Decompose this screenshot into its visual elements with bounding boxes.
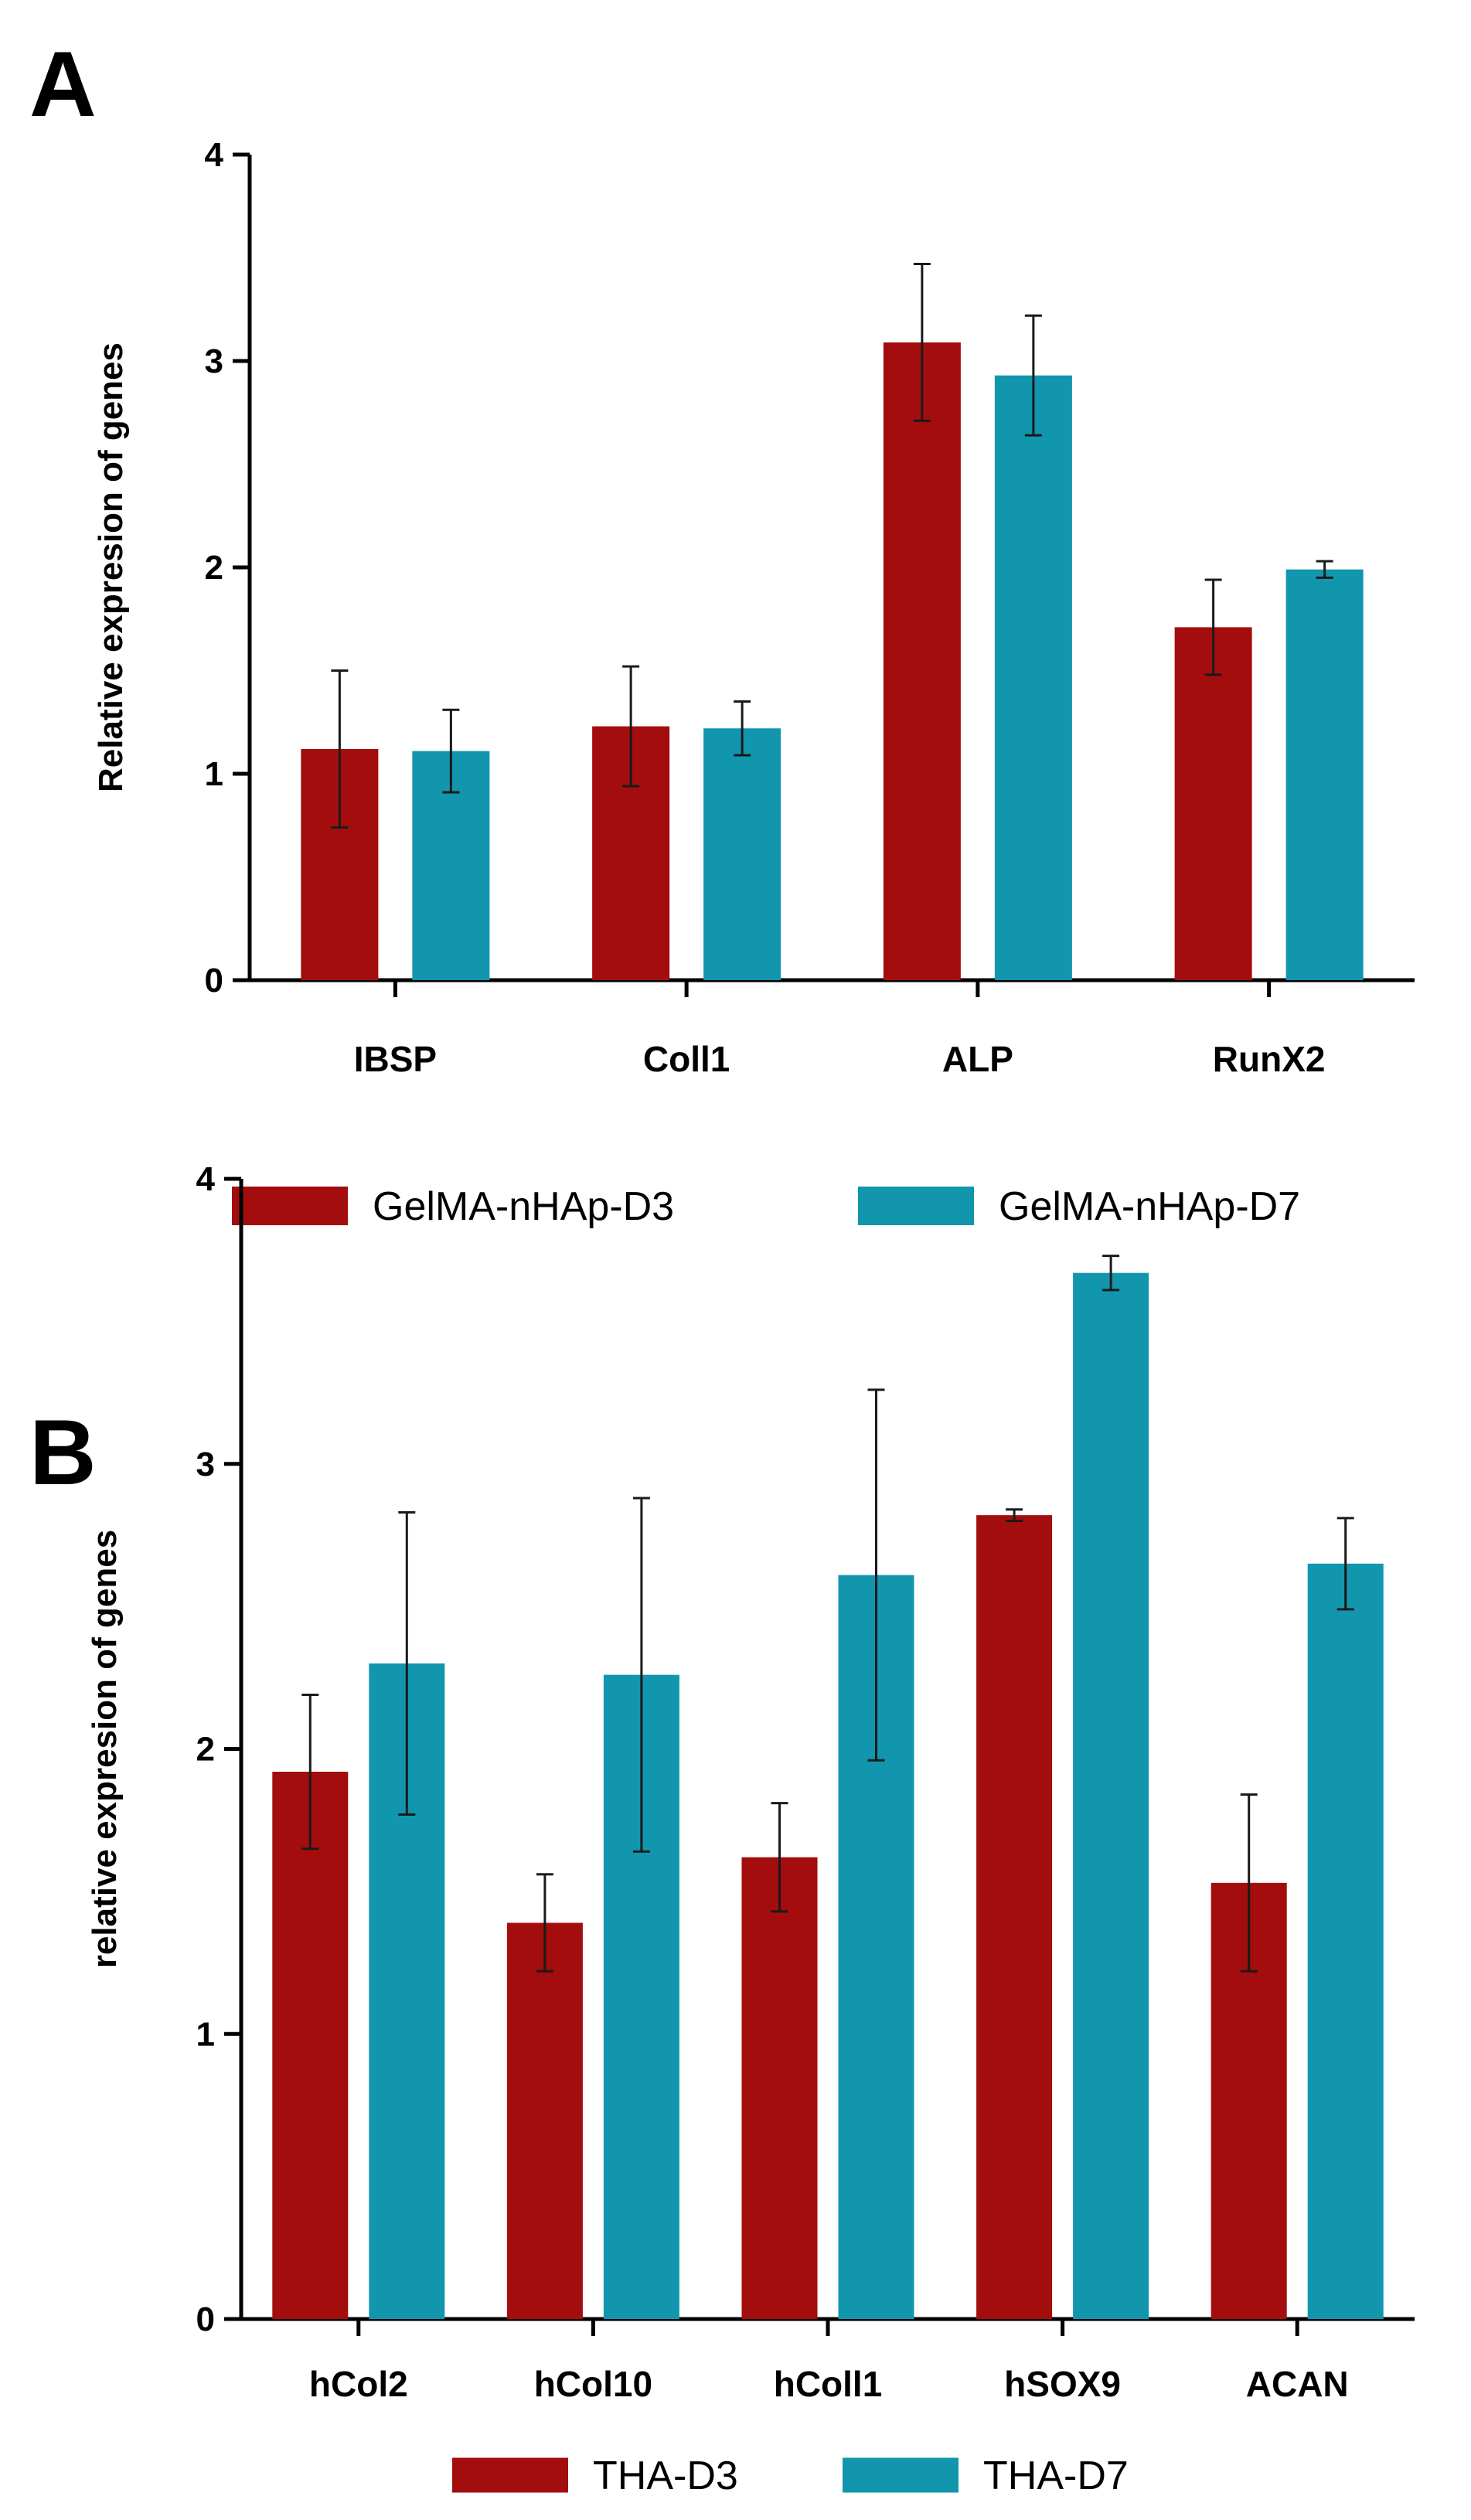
- bar-tha-d3: [741, 1857, 818, 2319]
- panel-b: B 0 1 2 3 4 relative expresion of genes hCol2 h…: [29, 1160, 1415, 2498]
- bar-gelma-nhap-d7: [994, 375, 1072, 980]
- x-category-label: hSOX9: [1004, 2364, 1121, 2404]
- y-tick-label: 3: [205, 342, 223, 380]
- bar-tha-d3: [272, 1772, 349, 2319]
- y-tick-label: 2: [205, 549, 223, 587]
- x-category-label: hCol2: [309, 2364, 408, 2404]
- bar-gelma-nhap-d7: [703, 728, 781, 980]
- bar-tha-d7: [1073, 1272, 1149, 2319]
- bar-tha-d3: [506, 1922, 583, 2319]
- legend-swatch: [232, 1187, 348, 1225]
- x-category-label: hCol10: [534, 2364, 652, 2404]
- x-category-label: RunX2: [1213, 1039, 1326, 1079]
- bar-tha-d7: [1307, 1563, 1384, 2319]
- x-category-label: hColl1: [774, 2364, 883, 2404]
- y-tick-label: 4: [196, 1160, 216, 1198]
- bar-gelma-nhap-d3: [1174, 627, 1252, 980]
- y-tick-label: 1: [205, 755, 223, 793]
- x-category-label: IBSP: [354, 1039, 437, 1079]
- x-category-label: Coll1: [643, 1039, 730, 1079]
- x-category-label: ACAN: [1246, 2364, 1349, 2404]
- chart-b: 0 1 2 3 4 relative expresion of genes hCol2 hCo…: [86, 1160, 1415, 2498]
- y-tick-label: 1: [196, 2015, 215, 2053]
- y-tick-label: 2: [196, 1731, 215, 1769]
- y-tick-label: 0: [205, 962, 223, 999]
- legend-label: THA-D7: [983, 2454, 1129, 2498]
- legend-label: THA-D3: [593, 2454, 738, 2498]
- panel-a: A 0 1 2 3 4 Relative expresion of genes IBSP Co…: [29, 32, 1415, 1229]
- panel-a-letter: A: [29, 32, 97, 136]
- bar-gelma-nhap-d7: [1285, 569, 1364, 980]
- legend-swatch: [452, 2457, 568, 2493]
- y-tick-label: 3: [196, 1446, 215, 1483]
- legend-swatch: [843, 2457, 959, 2493]
- x-category-label: ALP: [942, 1039, 1013, 1079]
- bar-gelma-nhap-d3: [883, 342, 961, 981]
- legend: THA-D3 THA-D7: [452, 2454, 1129, 2498]
- legend-label: GelMA-nHAp-D7: [999, 1184, 1300, 1229]
- panel-b-letter: B: [29, 1401, 97, 1504]
- legend-swatch: [858, 1187, 974, 1225]
- bar-tha-d3: [976, 1515, 1053, 2319]
- y-axis-title: relative expresion of genes: [86, 1530, 124, 1968]
- legend-label: GelMA-nHAp-D3: [373, 1184, 674, 1229]
- legend: GelMA-nHAp-D3 GelMA-nHAp-D7: [232, 1184, 1300, 1229]
- y-axis-title: Relative expresion of genes: [92, 342, 130, 792]
- y-tick-label: 0: [196, 2300, 215, 2338]
- y-tick-label: 4: [205, 136, 224, 174]
- chart-a: 0 1 2 3 4 Relative expresion of genes IBSP Coll…: [92, 136, 1415, 1229]
